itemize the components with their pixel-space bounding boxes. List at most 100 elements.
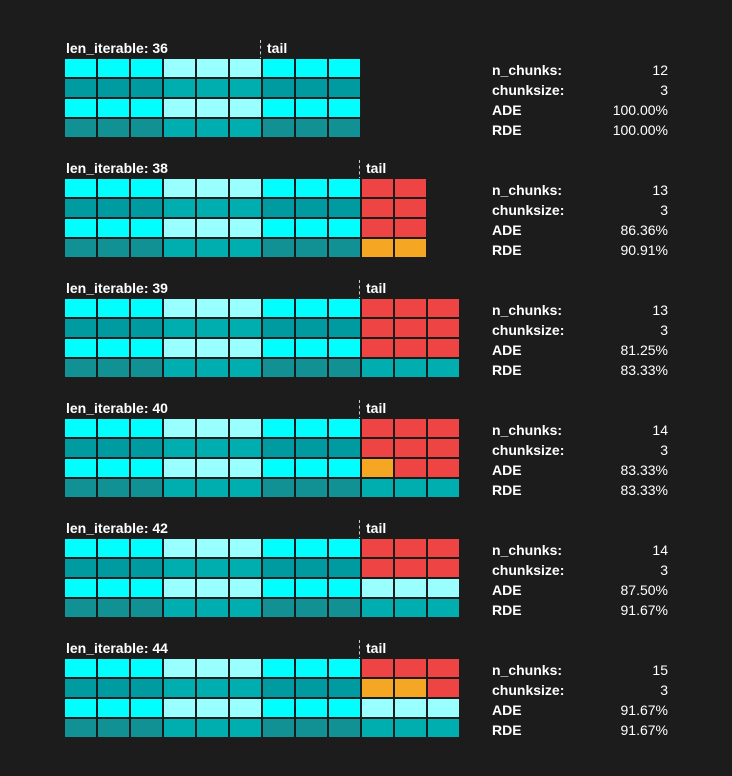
chunk-cell <box>130 438 163 458</box>
tail-cell <box>394 538 427 558</box>
chunk-cell <box>163 298 196 318</box>
chunk-cell <box>97 538 130 558</box>
chunk-cell <box>163 338 196 358</box>
chunk-cell <box>64 298 97 318</box>
chunk-cell <box>295 198 328 218</box>
chunk-cell <box>163 578 196 598</box>
stat-key: chunksize: <box>492 442 565 458</box>
chunk-cell <box>97 458 130 478</box>
chunk-cell <box>229 598 262 618</box>
chunk-cell <box>229 558 262 578</box>
stats-table: n_chunks: 14 chunksize: 3 ADE 83.33% RDE 83.33% <box>492 420 668 500</box>
tail-cell <box>361 718 394 738</box>
tail-cell <box>394 438 427 458</box>
stat-value: 81.25% <box>620 342 668 358</box>
stat-value: 14 <box>652 542 668 558</box>
chunk-cell <box>64 358 97 378</box>
chunk-cell <box>328 418 361 438</box>
tail-cell <box>427 478 460 498</box>
tail-label: tail <box>366 280 387 296</box>
chunk-cell <box>64 338 97 358</box>
chunk-cell <box>97 338 130 358</box>
chunk-cell <box>130 198 163 218</box>
chunk-cell <box>295 318 328 338</box>
chunk-cell <box>163 418 196 438</box>
chunk-cell <box>163 198 196 218</box>
chunk-cell <box>64 198 97 218</box>
tail-cell <box>394 298 427 318</box>
chunk-cell <box>328 198 361 218</box>
chunk-cell <box>262 418 295 438</box>
chunk-cell <box>130 698 163 718</box>
chunk-cell <box>196 458 229 478</box>
stat-key: chunksize: <box>492 202 565 218</box>
chunk-cell <box>64 558 97 578</box>
chunk-cell <box>328 658 361 678</box>
chunk-cell <box>196 578 229 598</box>
chunk-cell <box>163 658 196 678</box>
chunk-cell <box>130 478 163 498</box>
chunk-cell <box>64 698 97 718</box>
chunk-cell <box>163 218 196 238</box>
chunk-cell <box>163 438 196 458</box>
stat-value: 12 <box>652 62 668 78</box>
chunk-cell <box>97 718 130 738</box>
stat-value: 83.33% <box>620 482 668 498</box>
chunk-cell <box>97 118 130 138</box>
chunk-cell <box>229 238 262 258</box>
chunk-cell <box>229 178 262 198</box>
chunk-cell <box>328 678 361 698</box>
stat-row: n_chunks: 13 <box>492 180 668 200</box>
chunk-cell <box>130 118 163 138</box>
chunk-cell <box>262 698 295 718</box>
chunk-cell <box>262 218 295 238</box>
chunk-cell <box>163 118 196 138</box>
chunk-cell <box>229 338 262 358</box>
chunk-cell <box>196 198 229 218</box>
tail-cell <box>427 338 460 358</box>
tail-label: tail <box>366 640 387 656</box>
stat-value: 3 <box>660 322 668 338</box>
tail-marker <box>359 400 360 420</box>
chunk-cell <box>295 238 328 258</box>
chunk-cell <box>229 718 262 738</box>
chunk-cell <box>64 238 97 258</box>
chunk-cell <box>64 538 97 558</box>
stat-key: RDE <box>492 362 522 378</box>
chunk-cell <box>229 298 262 318</box>
tail-label: tail <box>366 400 387 416</box>
tail-cell <box>394 578 427 598</box>
tail-cell <box>427 578 460 598</box>
chunk-cell <box>328 98 361 118</box>
tail-cell <box>394 658 427 678</box>
chunk-cell <box>328 358 361 378</box>
tail-cell <box>394 458 427 478</box>
tail-cell <box>394 358 427 378</box>
chunk-cell <box>229 578 262 598</box>
stat-value: 3 <box>660 562 668 578</box>
chunk-cell <box>262 338 295 358</box>
stat-key: chunksize: <box>492 682 565 698</box>
len-iterable-label: len_iterable: 42 <box>66 520 168 536</box>
chunk-cell <box>229 538 262 558</box>
chunk-cell <box>262 118 295 138</box>
stat-key: RDE <box>492 482 522 498</box>
tail-cell <box>427 418 460 438</box>
tail-cell <box>361 598 394 618</box>
len-iterable-label: len_iterable: 38 <box>66 160 168 176</box>
len-iterable-label: len_iterable: 40 <box>66 400 168 416</box>
chunk-cell <box>262 98 295 118</box>
panel-4: len_iterable: 42 tail n_chunks: 14 chunksize… <box>0 520 732 630</box>
stat-row: chunksize: 3 <box>492 320 668 340</box>
chunk-cell <box>328 318 361 338</box>
chunk-cell <box>295 338 328 358</box>
chunk-cell <box>229 418 262 438</box>
chunk-cell <box>64 458 97 478</box>
chunk-cell <box>163 98 196 118</box>
tail-cell <box>361 558 394 578</box>
chunk-cell <box>196 78 229 98</box>
chunk-cell <box>130 178 163 198</box>
tail-cell <box>427 458 460 478</box>
chunk-cell <box>130 338 163 358</box>
stat-key: n_chunks: <box>492 302 563 318</box>
